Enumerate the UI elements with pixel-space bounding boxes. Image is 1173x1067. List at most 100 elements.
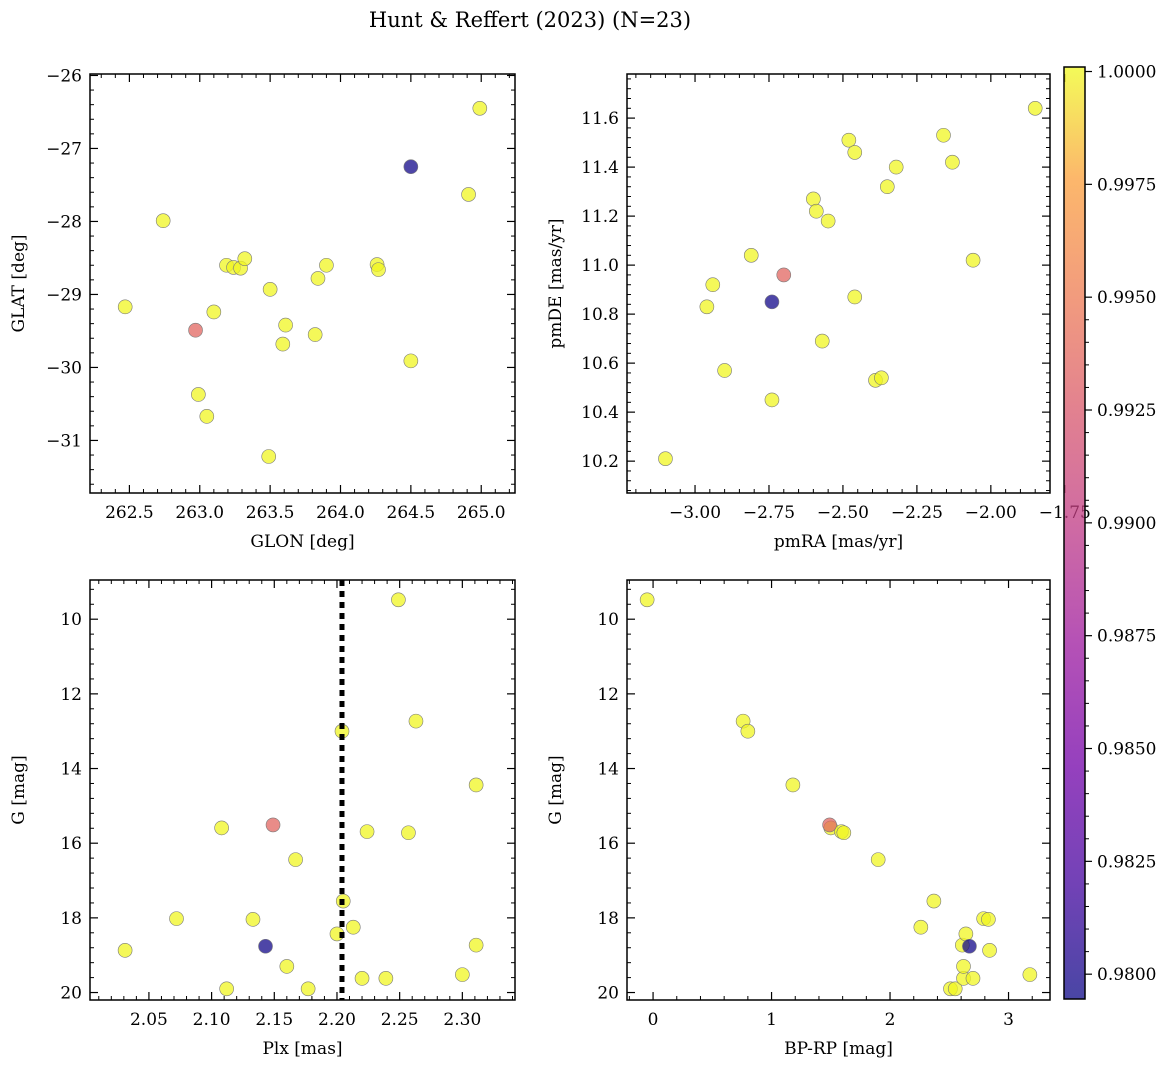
colorbar-ticks: 1.0000 0.9975 0.9950 0.9925 0.9900 0.9875 0.98…: [1085, 63, 1156, 985]
x-tick-label: −3.00: [669, 503, 721, 523]
scatter-point: [936, 127, 951, 143]
scatter-point: [359, 824, 375, 839]
scatter-point: [740, 723, 756, 739]
scatter-point: [962, 938, 977, 954]
scatter-point: [288, 852, 303, 867]
scatter-point: [307, 327, 323, 342]
scatter-point: [278, 317, 293, 333]
scatter-point: [391, 592, 406, 608]
colorbar-tick-label: 0.9875: [1097, 627, 1156, 647]
x-tick-label: 262.5: [105, 503, 154, 523]
scatter-point: [371, 262, 386, 277]
scatter-point: [188, 322, 203, 338]
x-tick-label: 2.05: [130, 1010, 168, 1030]
y-tick-label: 12: [60, 685, 82, 705]
colorbar-tick-label: 0.9800: [1097, 965, 1156, 985]
scatter-point: [472, 101, 488, 116]
axes-frame: [626, 579, 1051, 1001]
scatter-point: [982, 943, 997, 958]
y-axis-label: pmDE [mas/yr]: [546, 218, 566, 348]
y-tick-label: 11.6: [581, 109, 619, 129]
scatter-point: [319, 257, 334, 273]
x-tick-label: −2.00: [965, 503, 1017, 523]
y-tick-label: −31: [46, 431, 82, 451]
scatter-point: [764, 294, 780, 310]
scatter-point: [847, 145, 863, 160]
axes-frame: [89, 579, 516, 1001]
scatter-point: [888, 159, 904, 175]
scatter-point: [806, 191, 821, 207]
x-tick-label: −2.50: [817, 503, 869, 523]
y-tick-label: −28: [46, 212, 82, 232]
y-tick-label: 10.4: [581, 403, 619, 423]
y-tick-label: 11.4: [581, 158, 619, 178]
x-tick-label: 0: [648, 1010, 659, 1030]
colorbar-frame: [1063, 66, 1086, 1000]
y-axis-label: G [mag]: [9, 755, 29, 824]
scatter-point: [836, 825, 852, 841]
scatter-point: [117, 943, 133, 958]
y-tick-label: 10.8: [581, 305, 619, 325]
scatter-point: [965, 971, 981, 986]
y-tick-label: 20: [60, 984, 82, 1004]
y-tick-label: 18: [597, 909, 619, 929]
scatter-point: [403, 159, 419, 175]
scatter-point: [345, 919, 361, 935]
y-tick-label: 16: [60, 834, 82, 854]
scatter-point: [814, 333, 830, 349]
y-tick-label: 11.0: [581, 256, 619, 276]
panel-top-left: 262.5 263.0 263.5 264.0 264.5 265.0 −26 −27 −28 −…: [9, 66, 516, 552]
scatter-point: [206, 304, 222, 320]
panel-top-right: −3.00−2.75−2.50−2.25−2.00−1.7510.210.410…: [546, 73, 1091, 552]
y-tick-label: 11.2: [581, 207, 619, 227]
scatter-point: [965, 252, 981, 268]
y-tick-label: 10.2: [581, 452, 619, 472]
scatter-point: [658, 451, 673, 466]
scatter-point: [455, 967, 470, 982]
scatter-point: [258, 938, 273, 954]
scatter-point: [408, 713, 424, 729]
x-tick-label: 2.25: [381, 1010, 419, 1030]
x-tick-label: 263.5: [246, 503, 295, 523]
x-tick-label: 264.0: [316, 503, 365, 523]
x-tick-label: 3: [1003, 1010, 1014, 1030]
scatter-point: [191, 387, 206, 402]
axes-frame: [89, 73, 516, 494]
x-tick-label: −2.75: [743, 503, 795, 523]
scatter-point: [764, 392, 780, 408]
scatter-point: [262, 282, 278, 297]
scatter-point: [199, 409, 215, 424]
x-tick-label: 2.30: [443, 1010, 481, 1030]
colorbar-tick-label: 1.0000: [1097, 63, 1156, 83]
scatter-point: [461, 187, 476, 202]
scatter-point: [958, 926, 974, 942]
scatter-point: [378, 971, 394, 986]
scatter-point: [776, 267, 792, 283]
y-axis-label: GLAT [deg]: [9, 234, 29, 332]
scatter-point: [956, 959, 971, 974]
scatter-point: [169, 911, 184, 926]
scatter-point: [945, 154, 960, 170]
x-tick-label: 264.5: [387, 503, 436, 523]
scatter-point: [117, 299, 133, 315]
y-tick-label: 12: [597, 685, 619, 705]
scatter-point: [743, 248, 759, 263]
scatter-point: [354, 971, 370, 986]
scatter-point: [468, 777, 484, 793]
scatter-point: [275, 336, 291, 352]
x-tick-label: 2.10: [193, 1010, 231, 1030]
x-tick-label: 2.20: [318, 1010, 356, 1030]
scatter-point: [1022, 967, 1038, 982]
scatter-point: [403, 353, 419, 369]
colorbar-tick-label: 0.9850: [1097, 740, 1156, 760]
x-axis-label: pmRA [mas/yr]: [774, 532, 903, 552]
x-tick-label: 2.15: [255, 1010, 293, 1030]
scatter-point: [401, 825, 416, 841]
scatter-point: [947, 981, 963, 997]
y-tick-label: 10: [597, 610, 619, 630]
scatter-point: [785, 777, 801, 793]
figure-title: Hunt & Reffert (2023) (N=23): [369, 8, 691, 32]
y-tick-label: −27: [46, 139, 82, 159]
